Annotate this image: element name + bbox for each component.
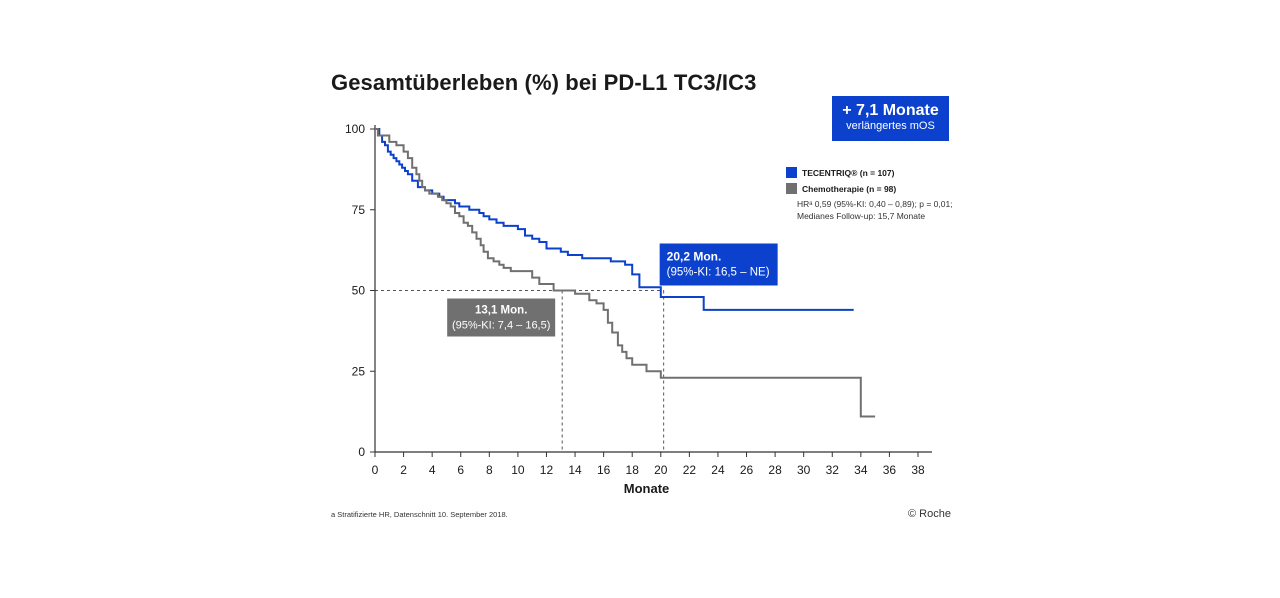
y-tick-label: 75 — [352, 203, 366, 217]
x-tick-label: 14 — [568, 463, 582, 477]
legend-swatch — [786, 183, 797, 194]
legend-swatch — [786, 167, 797, 178]
tecentriq-median-ci: (95%-KI: 16,5 – NE) — [667, 267, 770, 279]
x-tick-label: 20 — [654, 463, 668, 477]
x-tick-label: 0 — [372, 463, 379, 477]
chemo-median-ci: (95%-KI: 7,4 – 16,5) — [452, 320, 550, 332]
x-tick-label: 28 — [768, 463, 782, 477]
x-tick-label: 36 — [883, 463, 897, 477]
mos-gain-badge: + 7,1 Monate verlängertes mOS — [832, 96, 949, 141]
x-tick-label: 34 — [854, 463, 868, 477]
mos-gain-caption: verlängertes mOS — [846, 120, 935, 132]
x-tick-label: 22 — [683, 463, 697, 477]
y-tick-label: 100 — [345, 122, 365, 136]
tecentriq-survival-line — [375, 128, 854, 311]
y-tick-label: 0 — [358, 445, 365, 459]
tecentriq-median-value: 20,2 Mon. — [667, 250, 722, 264]
x-tick-label: 10 — [511, 463, 525, 477]
tecentriq-median-callout — [659, 243, 778, 286]
footnote: a Stratifizierte HR, Datenschnitt 10. Se… — [331, 510, 508, 519]
x-tick-label: 18 — [626, 463, 640, 477]
x-tick-label: 38 — [911, 463, 925, 477]
chart-title: Gesamtüberleben (%) bei PD-L1 TC3/IC3 — [331, 70, 757, 95]
x-tick-label: 6 — [457, 463, 464, 477]
chemo-median-value: 13,1 Mon. — [475, 305, 527, 317]
legend-label: Chemotherapie (n = 98) — [802, 184, 896, 194]
y-tick-label: 25 — [352, 364, 366, 378]
chemo-median-callout — [447, 298, 556, 337]
x-tick-label: 12 — [540, 463, 554, 477]
legend-note: Medianes Follow-up: 15,7 Monate — [797, 211, 925, 221]
chemo-survival-line — [375, 128, 876, 418]
x-tick-label: 2 — [400, 463, 407, 477]
x-tick-label: 26 — [740, 463, 754, 477]
x-tick-label: 4 — [429, 463, 436, 477]
x-tick-label: 8 — [486, 463, 493, 477]
x-tick-label: 32 — [826, 463, 840, 477]
y-tick-label: 50 — [352, 284, 366, 298]
x-tick-label: 30 — [797, 463, 811, 477]
x-tick-label: 16 — [597, 463, 611, 477]
legend-label: TECENTRIQ® (n = 107) — [802, 168, 895, 178]
mos-gain-value: + 7,1 Monate — [842, 102, 939, 119]
copyright: © Roche — [908, 508, 951, 520]
legend-note: HRᵃ 0,59 (95%-KI: 0,40 – 0,89); p = 0,01… — [797, 199, 953, 209]
x-axis-label: Monate — [624, 481, 670, 496]
x-tick-label: 24 — [711, 463, 725, 477]
